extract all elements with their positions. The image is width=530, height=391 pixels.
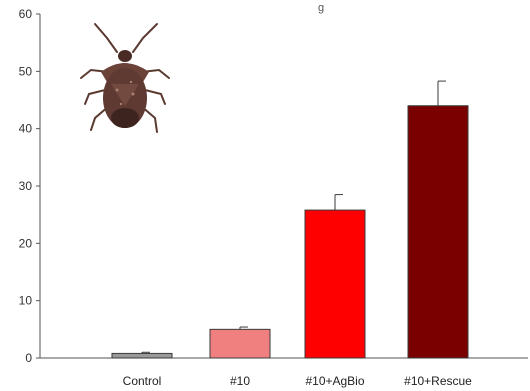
x-category-label: Control <box>123 374 162 388</box>
x-category-label: #10+AgBio <box>305 374 364 388</box>
y-tick-label: 30 <box>19 179 33 193</box>
y-tick-label: 60 <box>19 7 33 21</box>
y-tick-label: 0 <box>25 351 32 365</box>
bar-3 <box>304 209 366 359</box>
y-tick-label: 10 <box>19 294 33 308</box>
stink-bug-image <box>80 23 170 133</box>
bar-4 <box>407 105 469 359</box>
y-tick-label: 20 <box>19 236 33 250</box>
bar-1 <box>111 352 173 359</box>
x-category-label: #10+Rescue <box>404 374 472 388</box>
bar-2 <box>209 328 271 359</box>
chart-title-fragment: g <box>318 2 324 14</box>
y-tick-label: 40 <box>19 122 33 136</box>
y-tick-label: 50 <box>19 64 33 78</box>
x-category-label: #10 <box>230 374 250 388</box>
